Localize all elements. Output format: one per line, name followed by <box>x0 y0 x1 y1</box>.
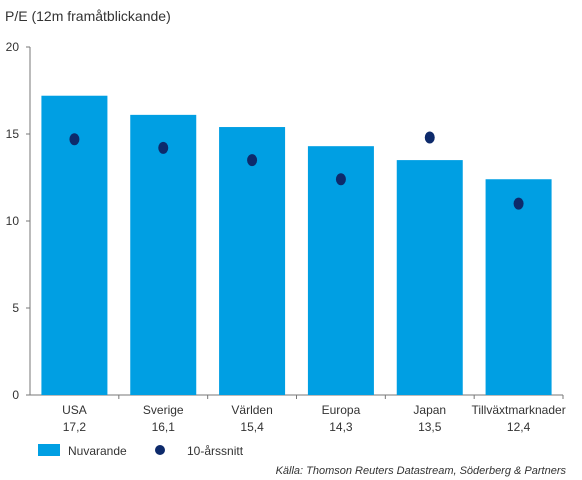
dot-series <box>69 131 524 210</box>
y-tick-label: 20 <box>6 40 20 54</box>
dot-marker <box>69 133 80 146</box>
chart-title: P/E (12m framåtblickande) <box>5 8 171 24</box>
x-value-label: 14,3 <box>329 420 353 434</box>
x-value-label: 12,4 <box>507 420 531 434</box>
bar <box>219 127 286 395</box>
x-value-label: 16,1 <box>152 420 176 434</box>
dot-marker <box>513 197 524 210</box>
y-tick-label: 5 <box>12 301 19 315</box>
x-category-label: Tillväxtmarknader <box>471 403 565 417</box>
x-category-label: USA <box>62 403 87 417</box>
x-category-label: Japan <box>413 403 446 417</box>
bar <box>41 95 108 395</box>
y-tick-label: 0 <box>12 388 19 402</box>
legend-label-10-arssnitt: 10-årssnitt <box>187 444 244 458</box>
x-category-label: Världen <box>231 403 272 417</box>
legend-label-nuvarande: Nuvarande <box>68 444 127 458</box>
y-tick-label: 10 <box>6 214 20 228</box>
x-category-label: Europa <box>322 403 361 417</box>
dot-marker <box>247 154 258 167</box>
legend-swatch-nuvarande <box>38 444 60 456</box>
x-category-label: Sverige <box>143 403 184 417</box>
dot-marker <box>335 173 346 186</box>
bar <box>307 146 374 395</box>
source-note: Källa: Thomson Reuters Datastream, Söder… <box>276 465 567 477</box>
legend-swatch-10-arssnitt <box>155 445 165 455</box>
x-axis-labels: USA 17,2 Sverige 16,1 Världen 15,4 Europa 14,3 J… <box>62 395 566 434</box>
x-value-label: 17,2 <box>63 420 87 434</box>
x-value-label: 15,4 <box>240 420 264 434</box>
x-value-label: 13,5 <box>418 420 442 434</box>
y-axis-ticks: 0 5 10 15 20 <box>6 40 30 402</box>
bar <box>485 179 552 395</box>
bar-series <box>41 95 552 396</box>
bar <box>130 114 197 396</box>
legend: Nuvarande 10-årssnitt <box>38 444 244 458</box>
y-tick-label: 15 <box>6 127 20 141</box>
dot-marker <box>424 131 435 144</box>
bar <box>396 160 463 395</box>
dot-marker <box>158 141 169 154</box>
